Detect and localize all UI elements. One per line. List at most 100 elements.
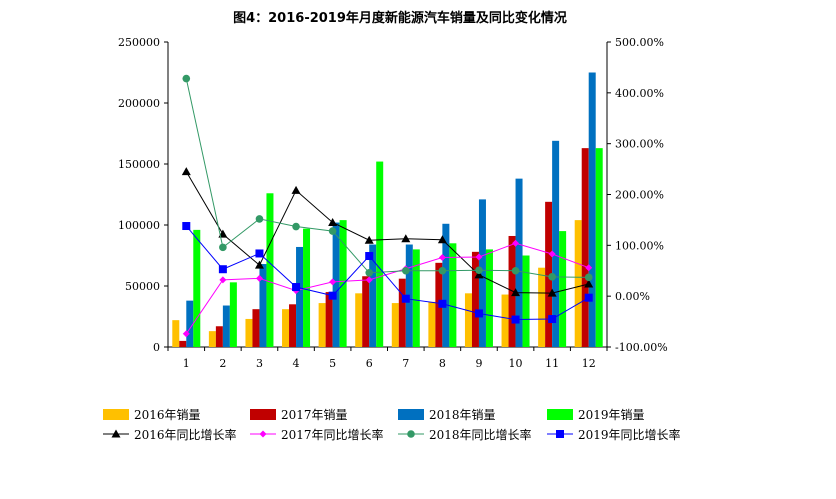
- x-tick-label: 8: [439, 357, 446, 370]
- bar-2016年销量: [245, 318, 253, 347]
- point-2019年同比增长率: [218, 265, 227, 274]
- point-2018年同比增长率: [511, 266, 520, 275]
- point-2017年同比增长率: [365, 276, 373, 284]
- bar-2019年销量: [412, 249, 420, 347]
- bar-2018年销量: [259, 264, 267, 347]
- point-2016年同比增长率: [401, 234, 411, 243]
- point-2017年同比增长率: [512, 239, 520, 247]
- left-tick-label: 150000: [118, 158, 160, 171]
- point-2018年同比增长率: [182, 74, 191, 83]
- legend-label: 2016年同比增长率: [134, 427, 237, 442]
- bar-2016年销量: [172, 320, 180, 347]
- legend-label: 2016年销量: [134, 408, 201, 422]
- line-2019年同比增长率: [185, 225, 589, 321]
- x-tick-label: 5: [329, 357, 336, 370]
- left-tick-label: 100000: [118, 219, 160, 232]
- legend: 2016年销量 2017年销量 2018年销量 2019年销量 2016年同比增长率 20…: [103, 408, 681, 442]
- line-2016年同比增长率: [185, 171, 589, 294]
- point-2019年同比增长率: [292, 283, 301, 292]
- bar-2017年销量: [215, 326, 223, 347]
- bar-2016年销量: [208, 331, 216, 347]
- x-tick-label: 3: [256, 357, 263, 370]
- point-2017年同比增长率: [438, 254, 446, 262]
- point-2018年同比增长率: [328, 227, 337, 235]
- point-2017年同比增长率: [475, 253, 483, 261]
- x-tick-label: 7: [402, 357, 409, 370]
- point-2017年同比增长率: [219, 276, 227, 284]
- point-2019年同比增长率: [511, 315, 520, 324]
- point-2019年同比增长率: [328, 291, 337, 300]
- bar-2017年销量: [581, 148, 589, 347]
- legend-label: 2019年销量: [578, 408, 645, 422]
- legend-marker-2019年同比增长率: [556, 430, 564, 438]
- legend-label: 2019年同比增长率: [578, 427, 681, 442]
- point-2018年同比增长率: [475, 266, 483, 275]
- bar-2018年销量: [296, 246, 304, 347]
- bar-2016年销量: [355, 293, 363, 347]
- bar-2016年销量: [538, 267, 546, 347]
- point-2016年同比增长率: [511, 288, 521, 297]
- bar-2017年销量: [252, 309, 260, 347]
- point-2018年同比增长率: [438, 266, 447, 275]
- point-2017年同比增长率: [255, 274, 263, 282]
- point-2016年同比增长率: [328, 217, 338, 226]
- legend-marker-2017年同比增长率: [259, 430, 267, 438]
- point-2019年同比增长率: [438, 299, 447, 308]
- legend-label: 2018年同比增长率: [429, 427, 532, 442]
- right-tick-label: 300.00%: [615, 138, 664, 151]
- legend-swatch-2017年销量: [250, 409, 276, 420]
- bar-2019年销量: [266, 193, 274, 347]
- point-2016年同比增长率: [547, 288, 557, 297]
- point-2019年同比增长率: [474, 309, 483, 318]
- bar-2019年销量: [193, 229, 201, 347]
- point-2018年同比增长率: [365, 268, 374, 277]
- x-tick-label: 9: [475, 357, 482, 370]
- point-2018年同比增长率: [401, 266, 410, 275]
- legend-label: 2018年销量: [429, 408, 496, 422]
- right-tick-label: -100.00%: [615, 341, 668, 354]
- bar-2018年销量: [588, 72, 596, 347]
- point-2018年同比增长率: [255, 215, 264, 223]
- legend-marker-2016年同比增长率: [111, 429, 121, 438]
- bar-2017年销量: [325, 292, 333, 347]
- x-tick-label: 10: [509, 357, 523, 370]
- right-tick-label: 200.00%: [615, 189, 664, 202]
- point-2016年同比增长率: [364, 235, 374, 244]
- point-2019年同比增长率: [548, 315, 557, 324]
- bar-2017年销量: [471, 251, 479, 347]
- right-tick-label: 0.00%: [615, 290, 650, 303]
- bar-2018年销量: [332, 222, 340, 347]
- bar-2016年销量: [282, 309, 290, 347]
- bar-2016年销量: [391, 303, 399, 347]
- x-tick-label: 1: [183, 357, 190, 370]
- bar-2018年销量: [442, 223, 450, 347]
- point-2016年同比增长率: [291, 185, 301, 194]
- left-tick-label: 50000: [125, 280, 160, 293]
- bar-2019年销量: [229, 282, 237, 347]
- left-tick-label: 0: [153, 341, 160, 354]
- x-tick-label: 4: [293, 357, 300, 370]
- x-tick-label: 2: [219, 357, 226, 370]
- legend-swatch-2019年销量: [547, 409, 573, 420]
- line-2017年同比增长率: [185, 242, 589, 335]
- bar-2017年销量: [398, 278, 406, 347]
- point-2019年同比增长率: [182, 222, 191, 231]
- legend-label: 2017年同比增长率: [281, 427, 384, 442]
- bar-2017年销量: [289, 304, 297, 347]
- bar-2016年销量: [428, 301, 436, 347]
- bar-2019年销量: [559, 231, 567, 347]
- bar-2019年销量: [376, 161, 384, 347]
- bar-2019年销量: [449, 243, 457, 347]
- bar-2018年销量: [515, 178, 523, 347]
- point-2016年同比增长率: [584, 279, 594, 288]
- point-2019年同比增长率: [255, 249, 264, 258]
- legend-swatch-2016年销量: [103, 409, 129, 420]
- right-tick-label: 100.00%: [615, 239, 664, 252]
- left-tick-label: 200000: [118, 97, 160, 110]
- bar-2017年销量: [508, 235, 516, 347]
- right-tick-label: 500.00%: [615, 36, 664, 49]
- bar-2017年销量: [545, 201, 553, 347]
- bar-2018年销量: [369, 244, 377, 347]
- line-2018年同比增长率: [185, 78, 589, 278]
